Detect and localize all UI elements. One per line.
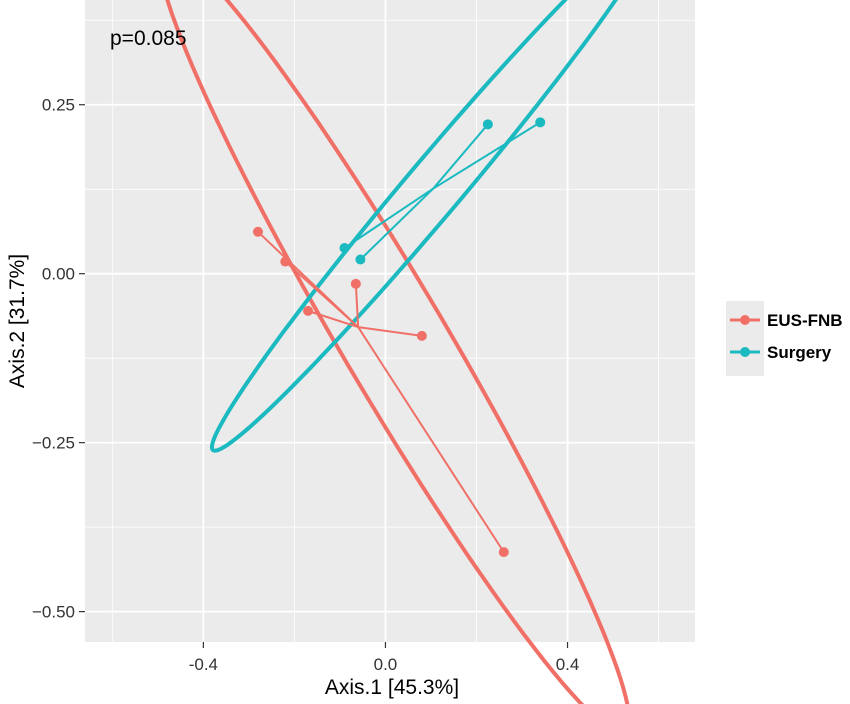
point-eus-fnb [498,547,509,558]
point-eus-fnb [303,305,314,316]
point-surgery [339,243,350,254]
legend-item-surgery: Surgery [730,343,832,362]
x-axis-title: Axis.1 [45.3%] [325,676,459,699]
data-points [252,117,546,558]
spoke-eus-fnb [357,326,423,337]
x-tick-label: 0.4 [556,655,580,674]
grid-lines [85,0,695,642]
x-tick-label: -0.4 [189,655,218,674]
legend-key-dot-surgery [740,347,750,357]
point-surgery [482,119,493,130]
point-eus-fnb [416,330,427,341]
spoke-surgery [359,187,434,261]
plot-panel [85,0,695,642]
point-surgery [535,117,546,128]
y-tick-label: 0.25 [42,96,75,115]
spoke-eus-fnb [307,309,359,329]
legend-background [726,301,764,376]
confidence-ellipses [165,0,630,704]
point-eus-fnb [350,278,361,289]
ellipse-eus-fnb [165,0,630,704]
centroid-spokes [257,121,541,553]
ellipse-surgery [209,0,618,453]
y-tick-label: 0.00 [42,265,75,284]
y-axis-title: Axis.2 [31.7%] [6,254,29,388]
axis-ticks: -0.4 0.0 0.4 0.25 0.00 −0.25 −0.50 [32,96,579,674]
spoke-surgery [343,187,434,249]
point-surgery [355,254,366,265]
legend-label-eus-fnb: EUS-FNB [767,311,843,330]
spoke-surgery [432,121,541,190]
y-tick-label: −0.25 [32,434,75,453]
legend-label-surgery: Surgery [767,343,832,362]
legend: EUS-FNB Surgery [726,301,843,376]
legend-key-dot-eus-fnb [740,315,750,325]
y-tick-label: −0.50 [32,603,75,622]
point-eus-fnb [280,256,291,267]
spoke-eus-fnb [357,326,505,553]
x-tick-label: 0.0 [374,655,398,674]
p-value-annotation: p=0.085 [110,27,187,50]
spoke-surgery [432,123,489,190]
point-eus-fnb [252,226,263,237]
legend-item-eus-fnb: EUS-FNB [730,311,843,330]
spoke-eus-fnb [354,283,360,328]
spoke-eus-fnb [284,260,359,328]
